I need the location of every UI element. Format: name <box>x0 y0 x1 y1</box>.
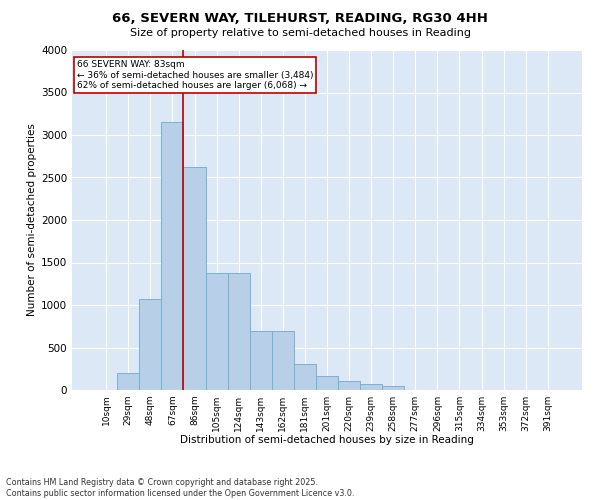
Bar <box>250 330 272 390</box>
Text: Size of property relative to semi-detached houses in Reading: Size of property relative to semi-detach… <box>130 28 470 38</box>
Text: 66 SEVERN WAY: 83sqm
← 36% of semi-detached houses are smaller (3,484)
62% of se: 66 SEVERN WAY: 83sqm ← 36% of semi-detac… <box>77 60 314 90</box>
Bar <box>382 386 404 390</box>
Bar <box>139 298 161 390</box>
Bar <box>316 376 338 390</box>
Text: Contains HM Land Registry data © Crown copyright and database right 2025.
Contai: Contains HM Land Registry data © Crown c… <box>6 478 355 498</box>
Bar <box>227 272 250 390</box>
Bar <box>360 384 382 390</box>
Bar <box>272 330 294 390</box>
Bar <box>206 272 227 390</box>
Bar <box>338 380 360 390</box>
Bar <box>161 122 184 390</box>
Y-axis label: Number of semi-detached properties: Number of semi-detached properties <box>27 124 37 316</box>
Bar <box>294 364 316 390</box>
Bar <box>184 167 206 390</box>
Text: 66, SEVERN WAY, TILEHURST, READING, RG30 4HH: 66, SEVERN WAY, TILEHURST, READING, RG30… <box>112 12 488 26</box>
X-axis label: Distribution of semi-detached houses by size in Reading: Distribution of semi-detached houses by … <box>180 436 474 446</box>
Bar <box>117 373 139 390</box>
